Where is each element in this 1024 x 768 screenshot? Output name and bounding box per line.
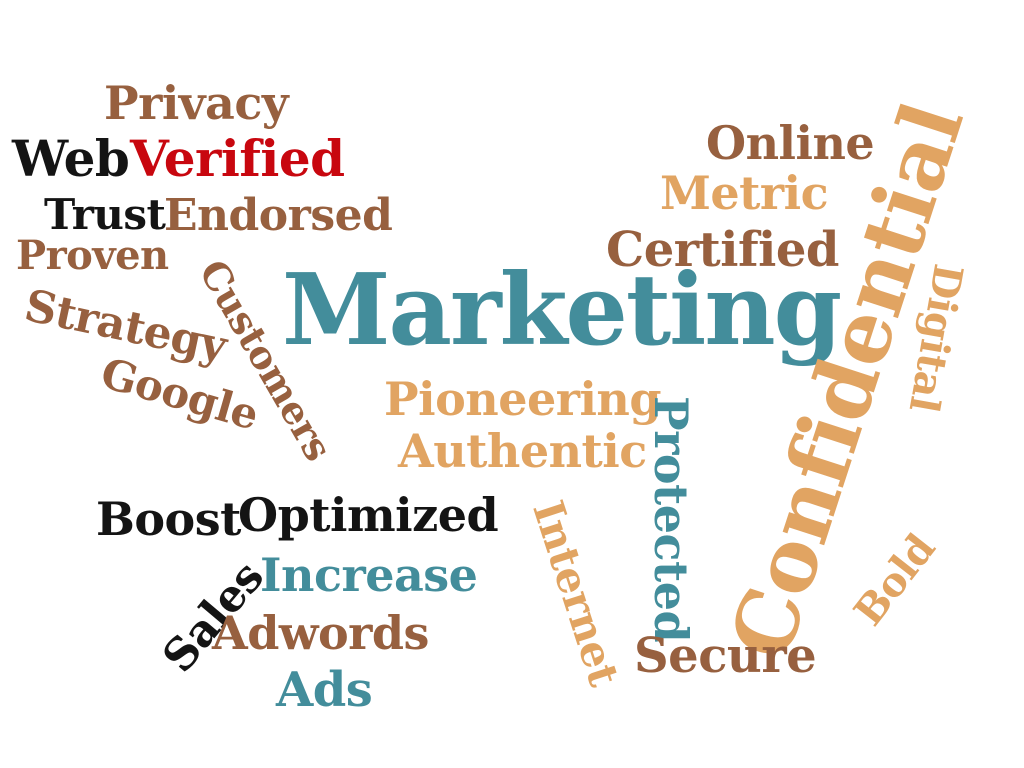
word-privacy: Privacy xyxy=(104,76,289,130)
word-increase: Increase xyxy=(260,548,478,602)
word-web: Web xyxy=(12,129,130,188)
word-proven: Proven xyxy=(16,232,169,279)
word-ads: Ads xyxy=(276,662,373,718)
word-google: Google xyxy=(95,348,264,440)
word-protected: Protected xyxy=(644,396,698,643)
word-endorsed: Endorsed xyxy=(164,190,393,241)
word-secure: Secure xyxy=(634,628,817,684)
word-pioneering: Pioneering xyxy=(384,372,662,426)
word-internet: Internet xyxy=(523,494,629,692)
word-metric: Metric xyxy=(660,166,829,220)
word-adwords: Adwords xyxy=(212,606,429,660)
word-bold: Bold xyxy=(844,525,945,635)
word-trust: Trust xyxy=(44,190,166,239)
word-online: Online xyxy=(706,116,875,170)
word-certified: Certified xyxy=(606,222,839,278)
word-optimized: Optimized xyxy=(238,488,499,542)
word-authentic: Authentic xyxy=(398,424,647,478)
word-verified: Verified xyxy=(130,129,345,188)
word-marketing: Marketing xyxy=(282,253,842,368)
word-boost: Boost xyxy=(96,492,241,546)
